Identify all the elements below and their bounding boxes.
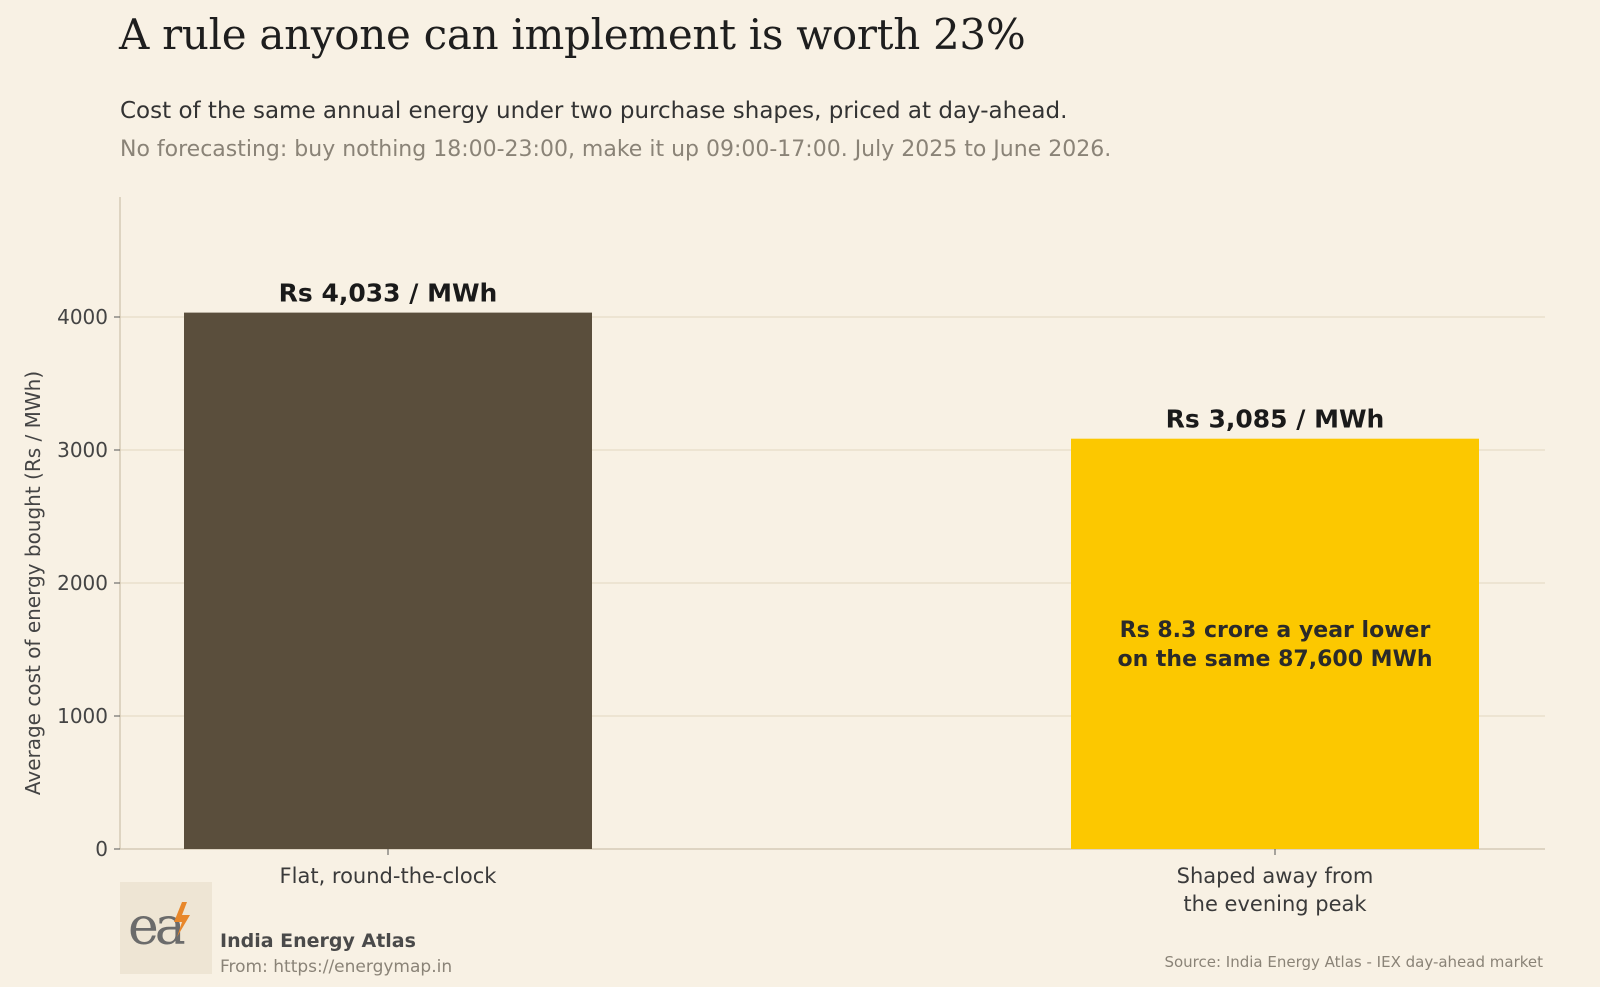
y-tick-label: 4000 — [57, 305, 108, 329]
chart-note: No forecasting: buy nothing 18:00-23:00,… — [120, 137, 1112, 162]
y-tick-label: 2000 — [57, 571, 108, 595]
energy-atlas-logo-icon: ea — [128, 897, 190, 957]
y-tick-label: 1000 — [57, 704, 108, 728]
bar-value-label: Rs 3,085 / MWh — [1166, 405, 1385, 434]
bar — [184, 312, 592, 850]
logo: ea — [120, 882, 212, 974]
bolt-icon — [174, 902, 190, 937]
x-category-label: Shaped away from — [1177, 864, 1374, 888]
logo-letters: ea — [128, 897, 185, 957]
x-category-label: the evening peak — [1183, 892, 1367, 916]
y-axis-title: Average cost of energy bought (Rs / MWh) — [21, 371, 45, 795]
bar-annotation: Rs 8.3 crore a year lower — [1120, 618, 1431, 643]
chart-subtitle: Cost of the same annual energy under two… — [120, 98, 1068, 124]
brand-name: India Energy Atlas — [220, 930, 416, 952]
bar — [1071, 438, 1479, 849]
bar-value-label: Rs 4,033 / MWh — [279, 279, 498, 308]
x-category-label: Flat, round-the-clock — [280, 864, 498, 888]
source-note: Source: India Energy Atlas - IEX day-ahe… — [1164, 953, 1543, 971]
chart-title: A rule anyone can implement is worth 23% — [119, 10, 1026, 59]
y-tick-label: 3000 — [57, 438, 108, 462]
brand-url: From: https://energymap.in — [220, 957, 453, 977]
bar-annotation: on the same 87,600 MWh — [1117, 647, 1432, 672]
y-tick-label: 0 — [95, 837, 108, 861]
